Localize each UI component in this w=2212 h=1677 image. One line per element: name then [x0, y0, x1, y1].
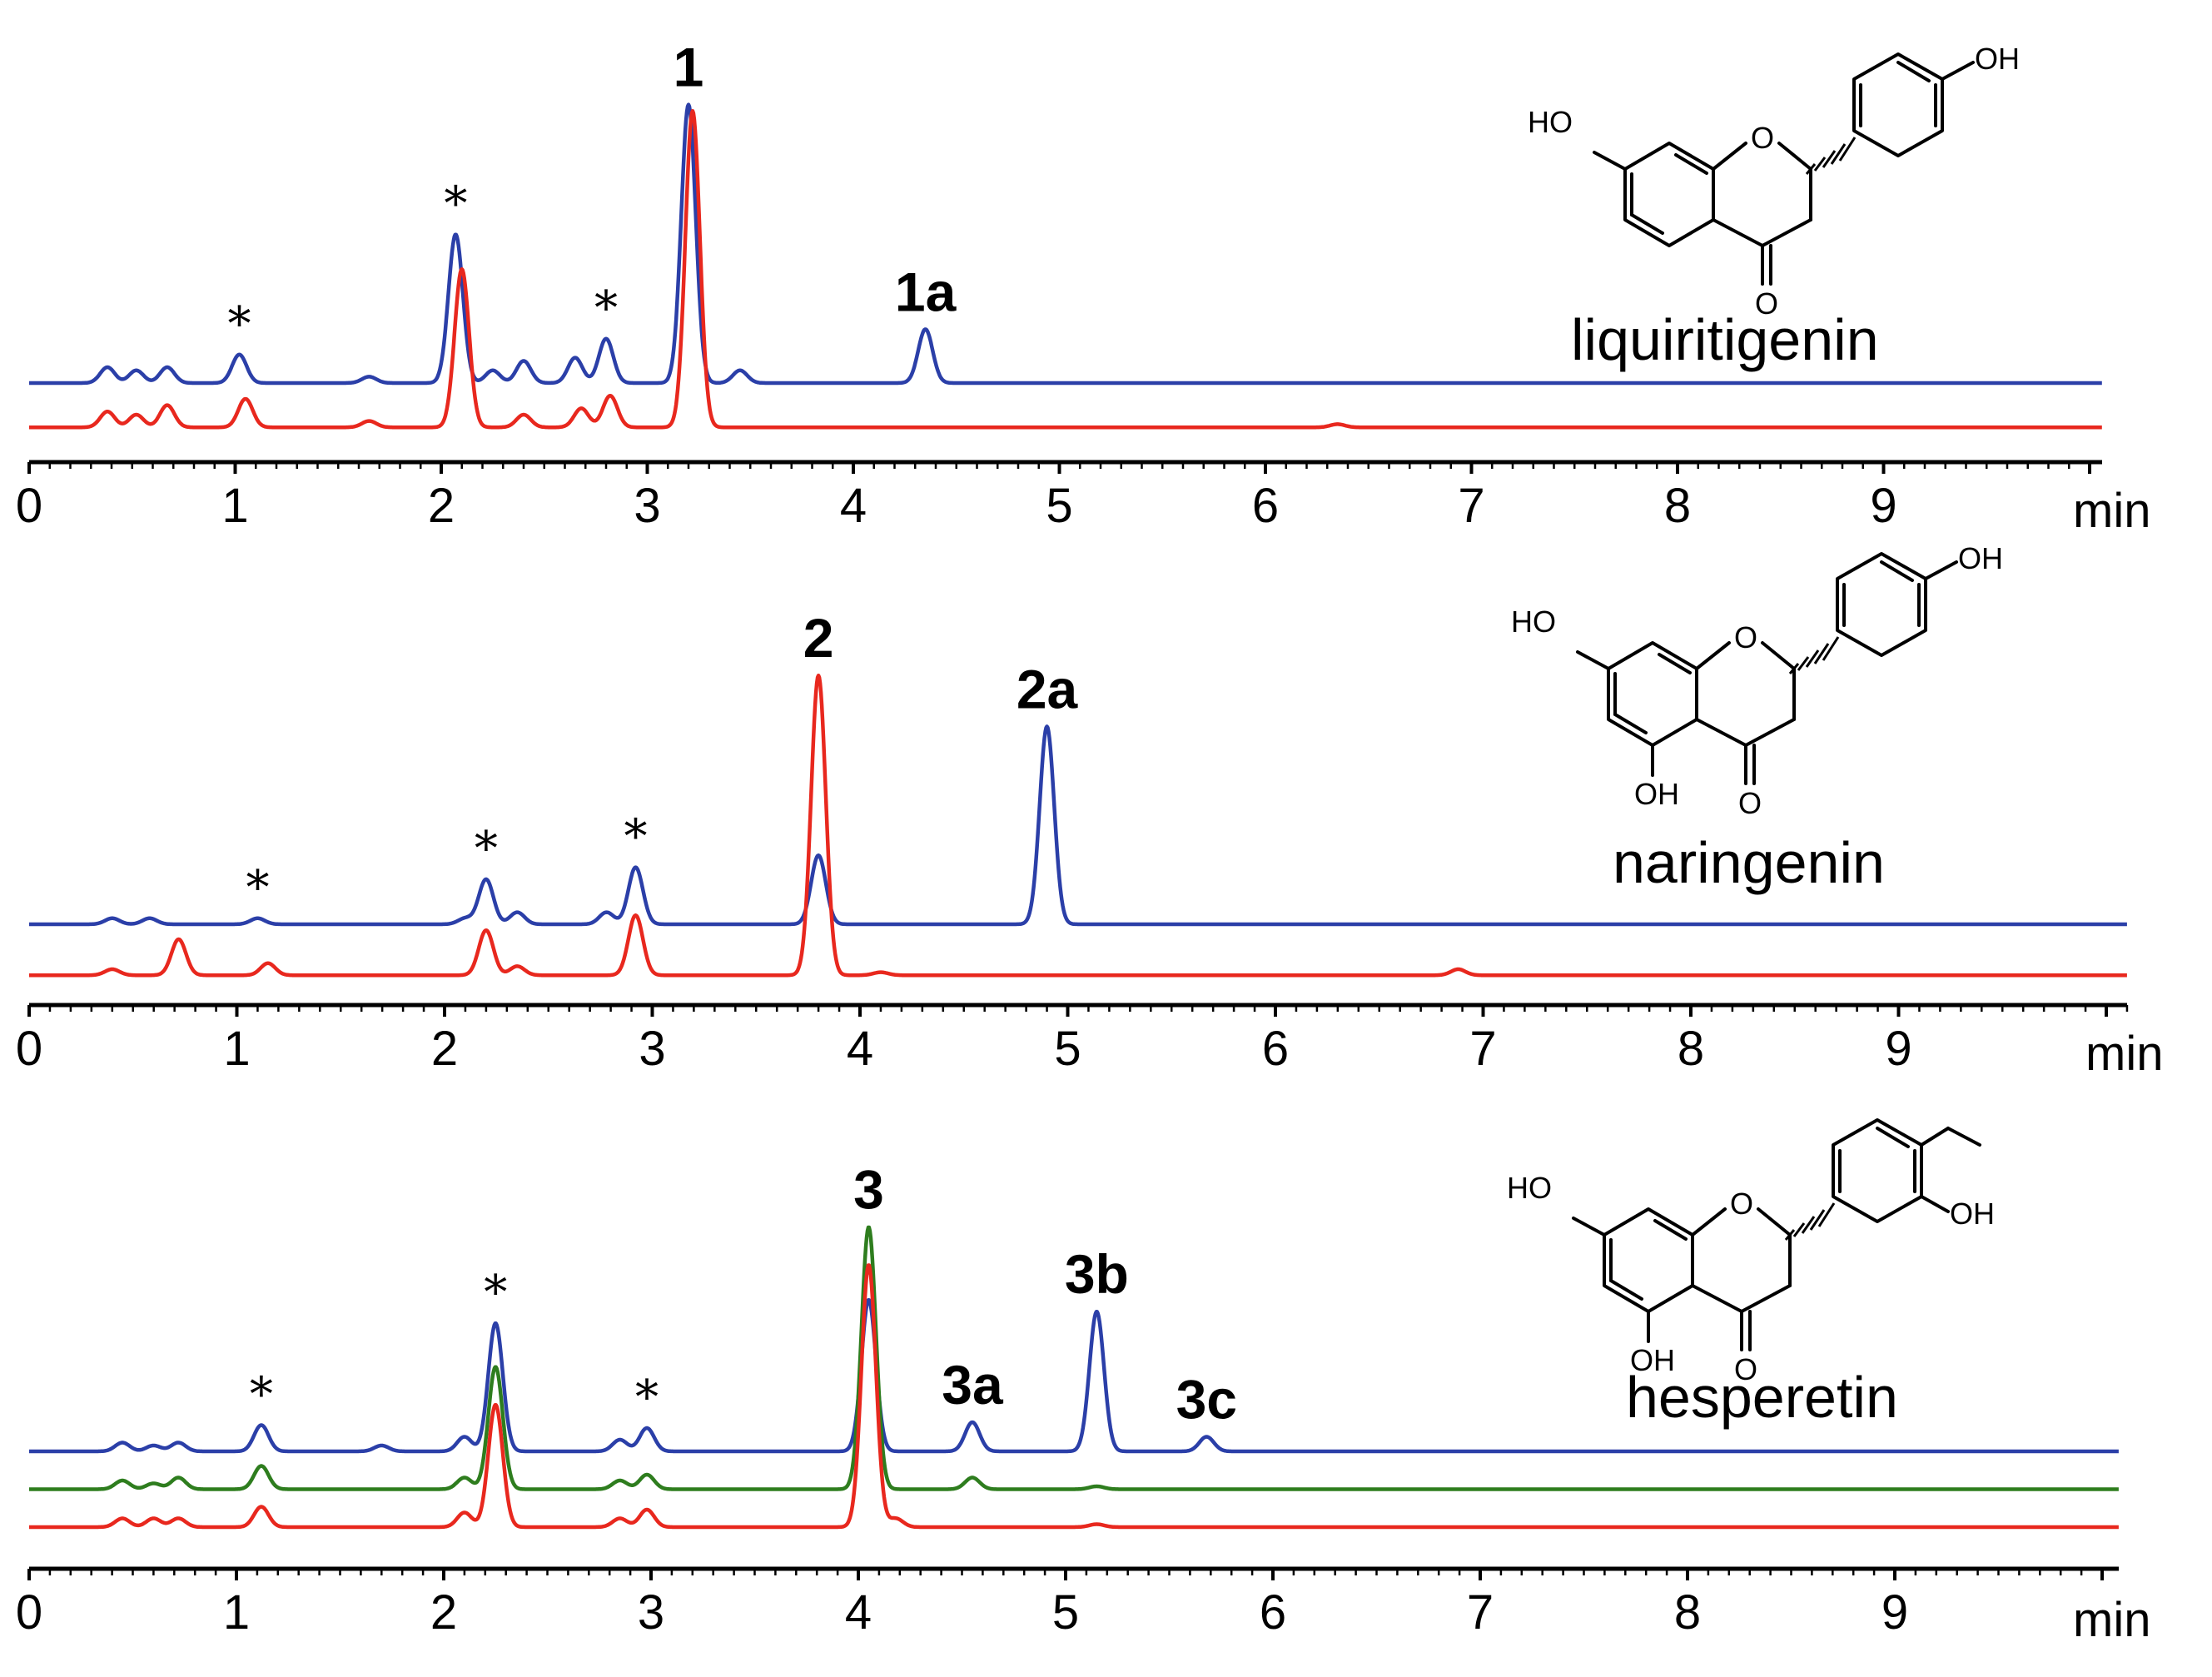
x-tick-label: 9: [1881, 1585, 1908, 1640]
x-tick-label: 3: [638, 1585, 664, 1640]
atom-label: HO: [1507, 1171, 1552, 1205]
x-tick-label: 6: [1252, 479, 1279, 533]
stereo-hash-bond: [1805, 137, 1857, 175]
peak-marker-asterisk: *: [227, 297, 251, 351]
peak-label: 2: [803, 607, 834, 669]
peak-label: 1: [674, 37, 704, 98]
chromatogram-trace-0: [27, 724, 2129, 927]
hesperetin-structure: HO O OH OH O: [1507, 1118, 1995, 1386]
peak-label-group: 3 3a 3b 3c * * *: [250, 1159, 1237, 1431]
x-tick-label: 2: [428, 479, 455, 533]
x-tick-label: 6: [1260, 1585, 1286, 1640]
x-tick-label: 1: [221, 479, 248, 533]
stereo-hash-bond: [1788, 636, 1840, 674]
atom-label: O: [1734, 620, 1757, 654]
peak-marker-asterisk: *: [484, 1266, 507, 1320]
x-tick-label: 5: [1052, 1585, 1079, 1640]
peak-label-group: 1 1a * * *: [227, 37, 957, 351]
naringenin-structure: HO O OH OH O: [1511, 541, 2003, 820]
stereo-hash-bond: [1784, 1202, 1836, 1241]
peak-label: 1a: [895, 261, 957, 322]
peak-label: 3: [853, 1159, 884, 1221]
atom-label: HO: [1511, 605, 1556, 639]
chromatogram-trace-2: [27, 1263, 2120, 1530]
liquiritigenin-structure: HO O OH O: [1528, 42, 2020, 321]
peak-label: 2a: [1017, 658, 1079, 719]
x-tick-label: 4: [845, 1585, 872, 1640]
x-tick-label: 2: [431, 1022, 458, 1076]
peak-marker-asterisk: *: [246, 861, 269, 915]
atom-label: OH: [1975, 42, 2020, 76]
atom-label: HO: [1528, 105, 1573, 139]
x-axis-unit-label: min: [2085, 1027, 2163, 1081]
atom-label: O: [1730, 1187, 1753, 1221]
peak-label-group: 2 2a * * *: [246, 607, 1078, 915]
peak-marker-asterisk: *: [444, 177, 467, 231]
x-tick-label: 2: [430, 1585, 457, 1640]
atom-label: OH: [1630, 1343, 1675, 1377]
atom-label: OH: [1634, 777, 1679, 811]
x-tick-label: 5: [1054, 1022, 1081, 1076]
compound-name-label: hesperetin: [1626, 1365, 1898, 1430]
x-tick-label: 0: [16, 1585, 42, 1640]
atom-label: O: [1751, 121, 1774, 155]
x-tick-label: 8: [1664, 479, 1691, 533]
trace-group: [27, 673, 2129, 978]
peak-marker-asterisk: *: [250, 1368, 273, 1422]
trace-group: [27, 1225, 2120, 1530]
atom-label: O: [1738, 786, 1762, 820]
x-tick-label: 1: [223, 1022, 250, 1076]
peak-label: 3b: [1065, 1243, 1129, 1305]
x-tick-label: 7: [1458, 479, 1484, 533]
x-tick-label: 4: [840, 479, 867, 533]
x-tick-label: 7: [1469, 1022, 1496, 1076]
peak-label: 3c: [1176, 1369, 1237, 1431]
peak-marker-asterisk: *: [635, 1371, 659, 1425]
chromatogram-trace-1: [27, 673, 2129, 978]
chromatogram-panel-liquiritigenin: 0 1 2 3 4 5 6 7 8 9 1 1a * * * min liquiritigenin: [16, 37, 2151, 538]
x-tick-label: 9: [1870, 479, 1896, 533]
x-axis-unit-label: min: [2073, 1593, 2150, 1647]
x-tick-label: 6: [1262, 1022, 1289, 1076]
x-axis: 0 1 2 3 4 5 6 7 8 9: [16, 460, 2102, 533]
x-tick-label: 8: [1674, 1585, 1701, 1640]
chromatogram-panel-hesperetin: 0 1 2 3 4 5 6 7 8 9 3 3a 3b 3c * * * min hesperetin: [16, 1159, 2151, 1648]
chromatogram-trace-1: [27, 1225, 2120, 1491]
x-tick-label: 0: [16, 1022, 42, 1076]
compound-name-label: naringenin: [1613, 830, 1885, 895]
chromatogram-panel-naringenin: 0 1 2 3 4 5 6 7 8 9 2 2a * * * min naringenin: [16, 607, 2164, 1081]
x-tick-label: 4: [847, 1022, 873, 1076]
atom-label: O: [1755, 286, 1778, 321]
x-axis: 0 1 2 3 4 5 6 7 8 9: [16, 1003, 2129, 1076]
trace-group: [27, 102, 2104, 430]
atom-label: O: [1734, 1352, 1757, 1386]
x-tick-label: 3: [639, 1022, 665, 1076]
x-tick-label: 8: [1678, 1022, 1704, 1076]
x-tick-label: 7: [1467, 1585, 1494, 1640]
x-tick-label: 9: [1885, 1022, 1911, 1076]
atom-label: OH: [1958, 541, 2003, 575]
x-axis: 0 1 2 3 4 5 6 7 8 9: [16, 1566, 2119, 1640]
x-tick-label: 3: [634, 479, 660, 533]
chromatogram-trace-1: [27, 108, 2104, 430]
chromatogram-trace-0: [27, 1298, 2120, 1454]
peak-label: 3a: [942, 1354, 1004, 1416]
x-tick-label: 0: [16, 479, 42, 533]
peak-marker-asterisk: *: [624, 810, 648, 864]
atom-label: OH: [1950, 1197, 1995, 1231]
peak-marker-asterisk: *: [475, 822, 498, 876]
x-axis-unit-label: min: [2073, 484, 2150, 538]
compound-name-label: liquiritigenin: [1571, 307, 1879, 372]
peak-marker-asterisk: *: [594, 281, 618, 336]
x-tick-label: 1: [223, 1585, 250, 1640]
chromatogram-trace-0: [27, 102, 2104, 386]
x-tick-label: 5: [1046, 479, 1072, 533]
